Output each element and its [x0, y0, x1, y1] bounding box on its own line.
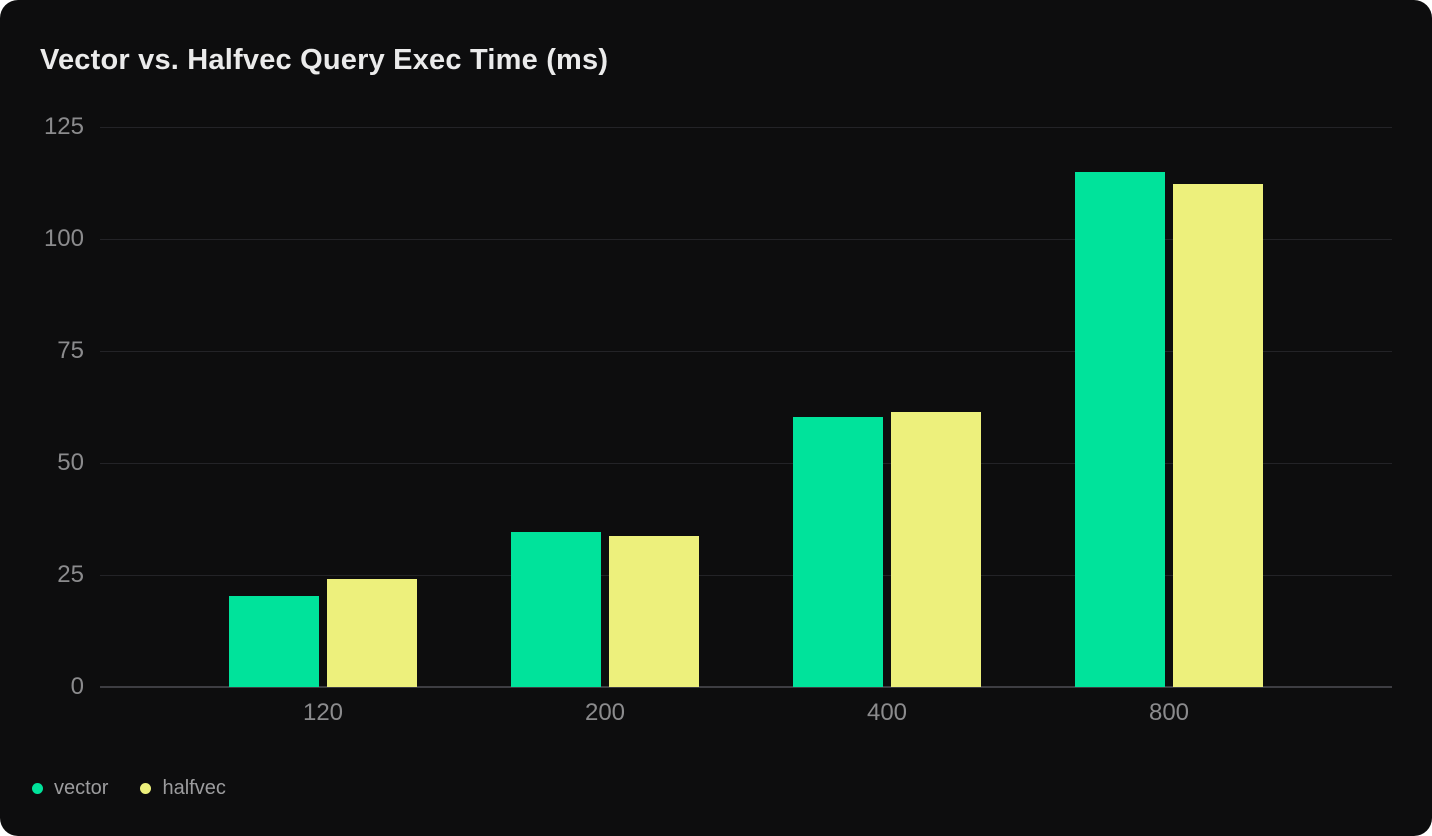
y-axis-tick-label-75: 75	[57, 337, 84, 364]
gridline-y-75	[100, 351, 1392, 352]
bar-vector-800	[1075, 171, 1165, 687]
y-axis-tick-label-125: 125	[43, 113, 84, 140]
legend-label-halfvec: halfvec	[162, 777, 226, 799]
legend-item-vector: vector	[32, 778, 108, 798]
bar-halfvec-800	[1173, 183, 1263, 687]
y-axis-tick-label-100: 100	[43, 225, 84, 252]
gridline-y-50	[100, 463, 1392, 464]
bar-vector-200	[511, 532, 601, 687]
legend-item-halfvec: halfvec	[140, 777, 226, 799]
gridline-y-125	[100, 127, 1392, 128]
bar-halfvec-200	[609, 536, 699, 687]
y-axis-tick-label-0: 0	[70, 673, 84, 700]
x-axis-tick-label-120: 120	[302, 699, 344, 726]
plot-area: 0 25 50 75 100 125 120 200 400 800	[44, 115, 1392, 725]
y-axis-tick-label-50: 50	[57, 449, 84, 476]
legend: vector halfvec	[32, 778, 226, 798]
bar-vector-120	[229, 596, 319, 687]
x-axis-tick-label-800: 800	[1148, 699, 1190, 726]
bar-halfvec-120	[327, 579, 417, 687]
chart-title: Vector vs. Halfvec Query Exec Time (ms)	[40, 44, 609, 76]
legend-dot-vector-icon	[32, 782, 43, 794]
gridline-y-25	[100, 575, 1392, 576]
x-axis-tick-label-200: 200	[584, 699, 626, 726]
bar-vector-400	[793, 416, 883, 687]
x-axis-baseline	[100, 686, 1392, 688]
bar-halfvec-400	[891, 411, 981, 687]
gridline-y-100	[100, 239, 1392, 240]
legend-dot-halfvec-icon	[140, 782, 152, 794]
legend-label-vector: vector	[54, 777, 109, 799]
y-axis-tick-label-25: 25	[57, 561, 84, 588]
x-axis-tick-label-400: 400	[866, 699, 908, 726]
